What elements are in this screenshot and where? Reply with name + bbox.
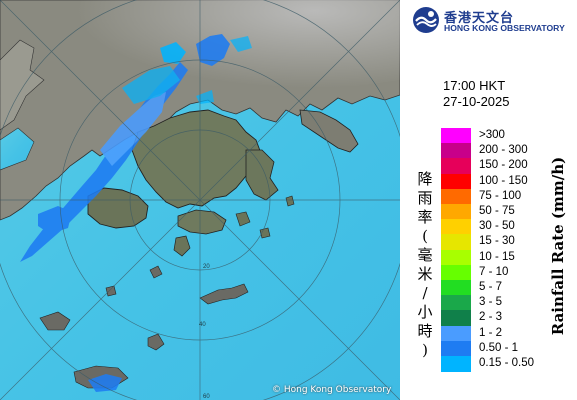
hko-logo-name-en: HONG KONG OBSERVATORY bbox=[444, 23, 565, 33]
legend-label: 200 - 300 bbox=[479, 144, 528, 157]
new-territories bbox=[131, 109, 263, 209]
southern-island-4 bbox=[105, 265, 163, 297]
cn-label-char: 率 bbox=[417, 208, 433, 226]
cn-label-char: 米 bbox=[417, 265, 433, 283]
cn-label-char: 時 bbox=[417, 322, 433, 340]
legend-swatch bbox=[441, 128, 471, 144]
rain-drizzle-2 bbox=[196, 36, 252, 104]
legend-swatch bbox=[441, 173, 471, 190]
observation-time: 17:00 HKT bbox=[443, 78, 506, 93]
legend-item: 100 - 150 bbox=[441, 173, 561, 190]
rainfall-rate-label-cn: 降雨率(毫米 / 小時) bbox=[414, 170, 436, 360]
legend-swatch bbox=[441, 188, 471, 205]
cn-label-char: 毫 bbox=[417, 246, 433, 264]
cn-label-char: ) bbox=[422, 341, 428, 359]
legend-item: 5 - 7 bbox=[441, 280, 561, 296]
legend-label: >300 bbox=[479, 129, 505, 141]
legend-swatch bbox=[441, 234, 471, 251]
legend-label: 150 - 200 bbox=[479, 159, 528, 172]
legend-label: 10 - 15 bbox=[479, 250, 515, 263]
copyright-text: © Hong Kong Observatory bbox=[272, 385, 392, 395]
legend-label: 7 - 10 bbox=[479, 265, 509, 278]
legend-item: >300 bbox=[441, 128, 561, 144]
legend-label: 100 - 150 bbox=[479, 174, 528, 187]
legend-label: 50 - 75 bbox=[479, 205, 515, 217]
cn-label-char: 雨 bbox=[417, 189, 433, 207]
hko-logo[interactable]: 香港天文台 HONG KONG OBSERVATORY bbox=[412, 6, 572, 36]
legend-swatch bbox=[441, 310, 471, 327]
legend-item: 0.15 - 0.50 bbox=[441, 356, 561, 372]
radar-map[interactable]: 20 40 60 bbox=[0, 0, 400, 400]
observation-date: 27-10-2025 bbox=[443, 94, 510, 109]
legend-swatch bbox=[441, 143, 471, 160]
legend-item: 7 - 10 bbox=[441, 264, 561, 281]
lamma-island bbox=[173, 235, 191, 257]
legend-label: 75 - 100 bbox=[479, 189, 522, 202]
cn-label-char: / bbox=[422, 284, 428, 302]
legend-item: 50 - 75 bbox=[441, 204, 561, 220]
ring-label-60: 60 bbox=[203, 394, 210, 400]
legend-item: 15 - 30 bbox=[441, 234, 561, 251]
legend-swatch bbox=[441, 325, 471, 342]
legend-item: 200 - 300 bbox=[441, 143, 561, 160]
legend-item: 30 - 50 bbox=[441, 219, 561, 236]
cn-label-char: ( bbox=[422, 227, 428, 245]
legend-label: 3 - 5 bbox=[479, 296, 503, 309]
legend-item: 2 - 3 bbox=[441, 310, 561, 327]
ring-label-20: 20 bbox=[203, 264, 210, 270]
legend-swatch bbox=[441, 295, 471, 312]
eastern-peninsula bbox=[299, 109, 359, 153]
ring-label-40: 40 bbox=[199, 322, 206, 328]
hko-logo-name-cn: 香港天文台 bbox=[444, 11, 515, 26]
legend-label: 30 - 50 bbox=[479, 220, 515, 233]
rain-band-core bbox=[100, 92, 166, 166]
legend-swatch bbox=[441, 340, 471, 357]
radial-nw bbox=[0, 0, 400, 400]
left-estuary bbox=[0, 127, 35, 171]
rain-cell-north-2 bbox=[160, 42, 186, 64]
legend-label: 1 - 2 bbox=[479, 326, 503, 339]
lantau-island bbox=[87, 187, 149, 229]
rain-cell-west bbox=[38, 206, 72, 234]
legend-swatch bbox=[441, 158, 471, 175]
legend-item: 1 - 2 bbox=[441, 325, 561, 342]
radar-map-svg: 20 40 60 bbox=[0, 0, 400, 400]
rain-drizzle bbox=[122, 66, 180, 104]
legend-swatch bbox=[441, 264, 471, 281]
legend-item: 150 - 200 bbox=[441, 158, 561, 175]
southern-island-1 bbox=[39, 311, 71, 331]
southern-island-3 bbox=[147, 333, 165, 351]
cn-label-char: 降 bbox=[417, 170, 433, 188]
western-coast bbox=[0, 39, 45, 131]
hko-logo-icon bbox=[413, 7, 439, 33]
southern-island-2 bbox=[199, 283, 249, 305]
legend-swatch bbox=[441, 219, 471, 236]
legend-label: 0.50 - 1 bbox=[479, 341, 518, 354]
legend-item: 0.50 - 1 bbox=[441, 340, 561, 357]
legend-swatch bbox=[441, 356, 471, 372]
legend-item: 75 - 100 bbox=[441, 188, 561, 205]
legend-swatch bbox=[441, 249, 471, 266]
legend-label: 15 - 30 bbox=[479, 235, 515, 248]
range-ring-labels: 20 40 60 bbox=[199, 264, 210, 400]
hong-kong-island bbox=[177, 209, 227, 235]
legend-swatch bbox=[441, 280, 471, 296]
legend-panel: 香港天文台 HONG KONG OBSERVATORY 17:00 HKT 27… bbox=[400, 0, 577, 400]
rain-cell-south bbox=[88, 374, 122, 392]
radar-echoes bbox=[20, 34, 252, 392]
range-rings bbox=[0, 0, 400, 400]
rainfall-rate-label-en: Rainfall Rate (mm/h) bbox=[549, 156, 567, 336]
sai-kung bbox=[245, 149, 279, 201]
legend-item: 3 - 5 bbox=[441, 295, 561, 312]
legend-label: 0.15 - 0.50 bbox=[479, 357, 534, 369]
legend-label: 2 - 3 bbox=[479, 311, 503, 324]
legend-item: 10 - 15 bbox=[441, 249, 561, 266]
legend-swatch bbox=[441, 204, 471, 220]
legend-label: 5 - 7 bbox=[479, 281, 503, 293]
rain-cell-north bbox=[196, 34, 230, 66]
cn-label-char: 小 bbox=[417, 303, 433, 321]
